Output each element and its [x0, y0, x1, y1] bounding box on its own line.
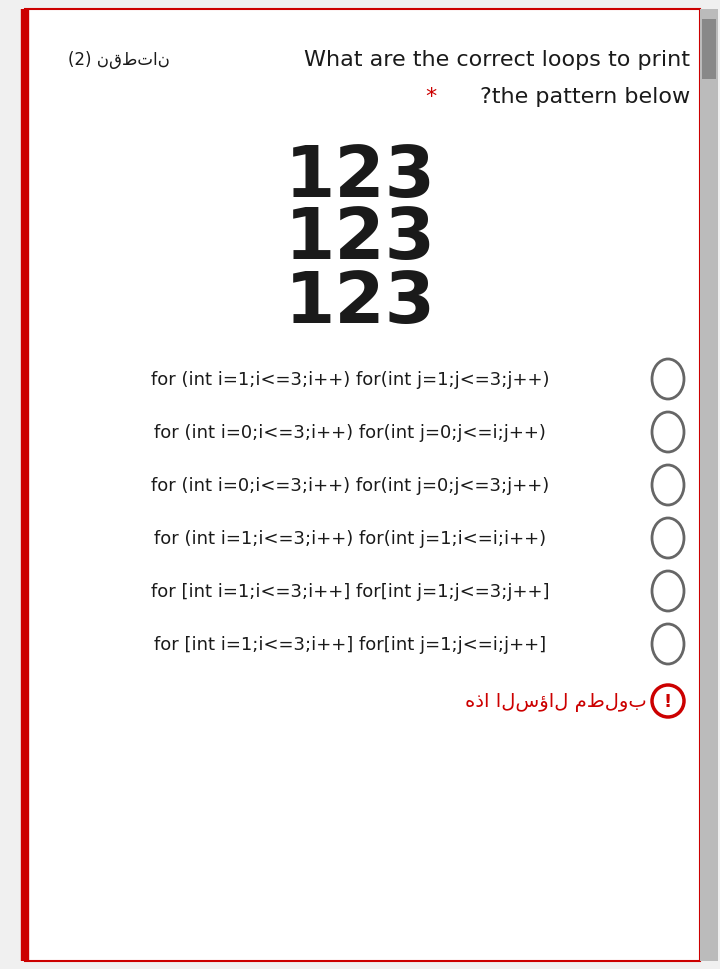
Text: for (int i=1;i<=3;i++) for(int j=1;i<=i;i++): for (int i=1;i<=3;i++) for(int j=1;i<=i;… [154, 529, 546, 547]
FancyBboxPatch shape [702, 20, 716, 79]
Text: for [int i=1;i<=3;i++] for[int j=1;j<=3;j++]: for [int i=1;i<=3;i++] for[int j=1;j<=3;… [150, 582, 549, 601]
Ellipse shape [652, 413, 684, 453]
Ellipse shape [652, 685, 684, 717]
Ellipse shape [652, 518, 684, 558]
Text: for [int i=1;i<=3;i++] for[int j=1;j<=i;j++]: for [int i=1;i<=3;i++] for[int j=1;j<=i;… [154, 636, 546, 653]
Text: (2) نقطتان: (2) نقطتان [68, 51, 170, 69]
Text: *: * [426, 87, 437, 107]
Ellipse shape [652, 572, 684, 611]
Ellipse shape [652, 624, 684, 665]
Text: 123: 123 [284, 142, 436, 211]
Text: هذا السؤال مطلوب: هذا السؤال مطلوب [465, 692, 647, 711]
FancyBboxPatch shape [25, 10, 700, 961]
Text: ?the pattern below: ?the pattern below [480, 87, 690, 107]
Text: for (int i=1;i<=3;i++) for(int j=1;j<=3;j++): for (int i=1;i<=3;i++) for(int j=1;j<=3;… [150, 370, 549, 389]
Ellipse shape [652, 465, 684, 506]
Ellipse shape [652, 359, 684, 399]
FancyBboxPatch shape [700, 10, 718, 961]
Text: for (int i=0;i<=3;i++) for(int j=0;j<=i;j++): for (int i=0;i<=3;i++) for(int j=0;j<=i;… [154, 423, 546, 442]
Text: for (int i=0;i<=3;i++) for(int j=0;j<=3;j++): for (int i=0;i<=3;i++) for(int j=0;j<=3;… [151, 477, 549, 494]
Text: What are the correct loops to print: What are the correct loops to print [304, 50, 690, 70]
Text: 123: 123 [284, 268, 436, 337]
Text: 123: 123 [284, 205, 436, 274]
Text: !: ! [664, 692, 672, 710]
